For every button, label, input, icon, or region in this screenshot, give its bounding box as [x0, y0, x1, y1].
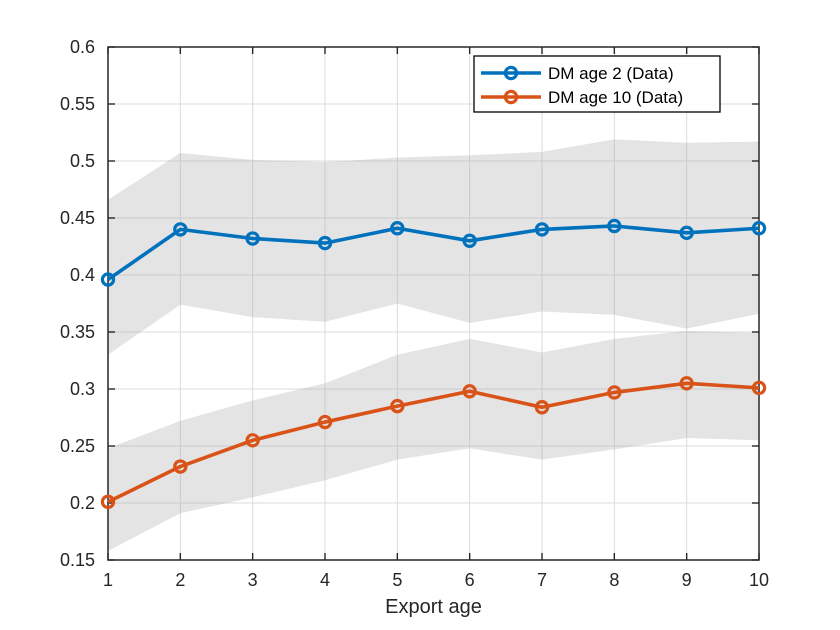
data-point-marker [751, 380, 767, 396]
legend-label: DM age 10 (Data) [548, 88, 683, 107]
x-tick-label: 9 [682, 570, 692, 590]
y-tick-label: 0.45 [60, 208, 95, 228]
markers-series-0 [100, 218, 767, 287]
y-tick-label: 0.35 [60, 322, 95, 342]
x-tick-label: 10 [749, 570, 769, 590]
y-tick-label: 0.15 [60, 550, 95, 570]
data-point-marker [607, 218, 622, 234]
data-point-marker [390, 221, 405, 236]
y-tick-label: 0.55 [60, 94, 95, 114]
data-point-marker [679, 225, 694, 241]
data-point-marker [317, 414, 333, 430]
y-tick-label: 0.6 [70, 37, 95, 57]
data-point-marker [100, 494, 116, 510]
confidence-band-series-0 [108, 139, 759, 355]
y-tick-label: 0.5 [70, 151, 95, 171]
y-tick-label: 0.4 [70, 265, 95, 285]
legend-marker-sample [503, 89, 519, 105]
data-point-marker [534, 222, 550, 237]
y-tick-label: 0.3 [70, 379, 95, 399]
line-series-1 [107, 381, 760, 504]
x-tick-label: 4 [320, 570, 330, 590]
legend-label: DM age 2 (Data) [548, 64, 674, 83]
data-point-marker [679, 376, 694, 391]
data-point-marker [245, 433, 260, 448]
data-point-marker [390, 398, 405, 414]
x-tick-label: 5 [392, 570, 402, 590]
y-tick-label: 0.25 [60, 436, 95, 456]
x-tick-label: 1 [103, 570, 113, 590]
data-point-marker [245, 231, 260, 246]
tick-marks [107, 46, 760, 561]
legend: DM age 2 (Data) DM age 10 (Data) [473, 55, 721, 113]
data-point-marker [317, 235, 333, 251]
data-point-marker [462, 384, 477, 399]
x-tick-label: 7 [537, 570, 547, 590]
y-tick-label: 0.2 [70, 493, 95, 513]
data-point-marker [100, 272, 116, 287]
x-tick-label: 8 [609, 570, 619, 590]
x-tick-label: 2 [175, 570, 185, 590]
data-point-marker [751, 221, 767, 236]
data-point-marker [462, 233, 477, 248]
legend-marker-sample [503, 65, 519, 81]
line-series-0 [106, 224, 760, 282]
data-point-marker [173, 222, 188, 237]
axes-box [107, 46, 760, 561]
data-point-marker [173, 459, 188, 474]
data-point-marker [607, 385, 622, 400]
confidence-band-series-1 [108, 330, 759, 551]
data-point-marker [534, 400, 550, 415]
x-tick-label: 3 [248, 570, 258, 590]
markers-series-1 [100, 376, 767, 510]
x-tick-label: 6 [465, 570, 475, 590]
x-axis-label: Export age [385, 596, 482, 618]
